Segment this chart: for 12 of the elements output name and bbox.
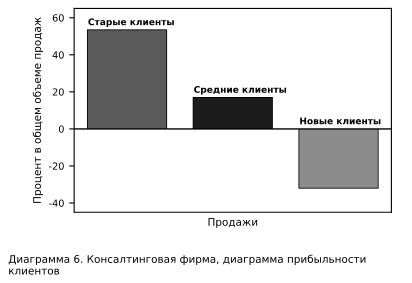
x-tick-label: Старые клиенты bbox=[88, 18, 174, 28]
x-tick-label: Новые клиенты bbox=[300, 118, 380, 124]
y-tick-label: -40 bbox=[49, 199, 64, 207]
x-axis-title: Продажи bbox=[208, 218, 258, 228]
y-tick-label: 20 bbox=[52, 88, 64, 96]
x-tick-label: Средние клиенты bbox=[194, 86, 286, 95]
y-tick-label: -20 bbox=[49, 162, 64, 170]
y-axis-title: Процент в общем объеме продаж bbox=[32, 17, 44, 203]
text: Диаграмма 6. Консалтинговая фирма, диаграмма прибыльности клиентов bbox=[8, 254, 366, 275]
y-tick-label: 40 bbox=[52, 51, 64, 59]
y-tick-label: 60 bbox=[52, 14, 64, 22]
y-tick-label: 0 bbox=[58, 125, 64, 133]
